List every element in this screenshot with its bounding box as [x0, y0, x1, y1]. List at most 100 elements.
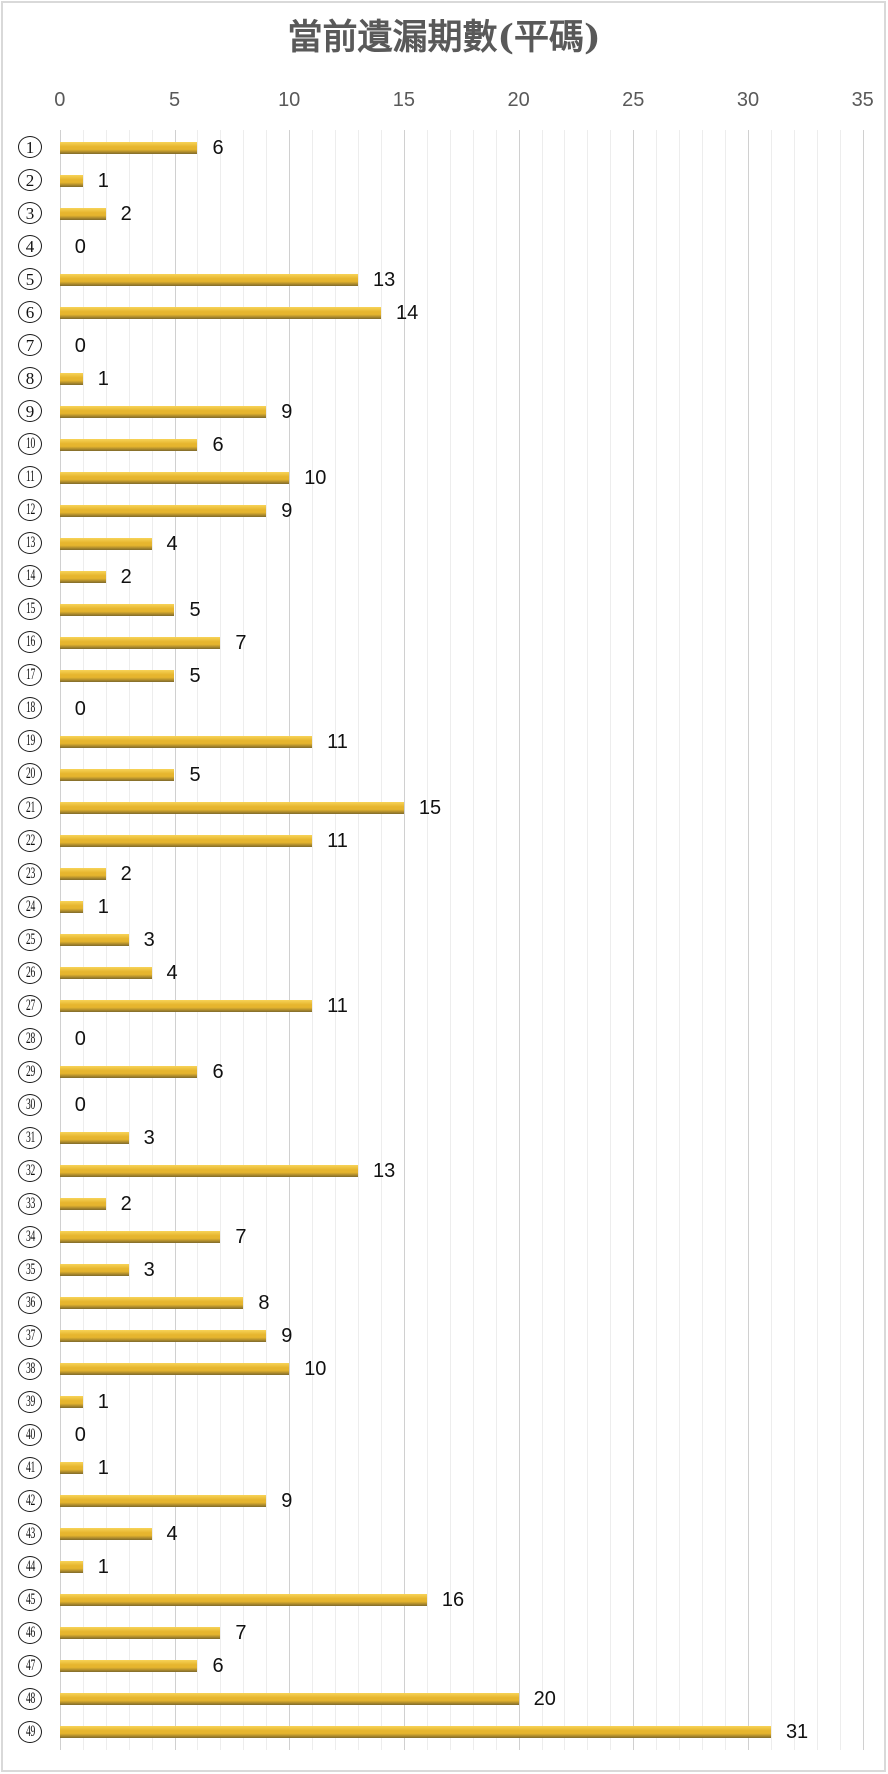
- value-label: 0: [74, 1094, 86, 1117]
- row-label-number: 30: [25, 1095, 35, 1113]
- bar: [59, 1198, 106, 1211]
- row-label-number: 13: [25, 534, 35, 552]
- row-label-number: 48: [25, 1689, 35, 1707]
- chart-row: 38 10: [0, 1353, 888, 1386]
- row-label-number: 34: [25, 1227, 35, 1245]
- gridline-minor: [771, 130, 772, 1750]
- value-label: 13: [373, 268, 396, 291]
- chart-row: 15 5: [0, 593, 888, 626]
- row-label-number: 35: [25, 1260, 35, 1278]
- row-label: 46: [18, 1621, 42, 1644]
- row-label: 4: [18, 235, 42, 258]
- value-label: 0: [74, 235, 86, 258]
- row-label-number: 15: [25, 600, 35, 618]
- chart-row: 36 8: [0, 1287, 888, 1320]
- value-label: 5: [189, 763, 201, 786]
- value-label: 10: [304, 466, 327, 489]
- gridline-minor: [312, 130, 313, 1750]
- value-label: 8: [258, 1292, 270, 1315]
- gridline-minor: [358, 130, 359, 1750]
- row-label-number: 23: [25, 864, 35, 882]
- chart-row: 23 2: [0, 858, 888, 891]
- gridline-minor: [656, 130, 657, 1750]
- row-label-number: 2: [25, 170, 35, 190]
- row-label: 39: [18, 1390, 42, 1413]
- row-label: 2: [18, 169, 42, 192]
- row-label: 36: [18, 1291, 42, 1314]
- chart-row: 28 0: [0, 1023, 888, 1056]
- bar: [59, 405, 267, 418]
- value-label: 20: [533, 1688, 556, 1711]
- gridline-major: [289, 130, 290, 1750]
- row-label: 17: [18, 664, 42, 687]
- chart-row: 45 16: [0, 1584, 888, 1617]
- chart-row: 11 10: [0, 461, 888, 494]
- value-label: 0: [74, 1424, 86, 1447]
- value-label: 3: [143, 1259, 155, 1282]
- row-label: 29: [18, 1060, 42, 1083]
- row-label: 13: [18, 532, 42, 555]
- value-label: 6: [212, 1061, 224, 1084]
- row-label-number: 10: [25, 435, 35, 453]
- chart-row: 49 31: [0, 1716, 888, 1749]
- bar: [59, 1660, 198, 1673]
- row-label: 44: [18, 1555, 42, 1578]
- chart-row: 40 0: [0, 1419, 888, 1452]
- row-label-number: 32: [25, 1161, 35, 1179]
- bar: [59, 306, 381, 319]
- row-label: 26: [18, 961, 42, 984]
- value-label: 14: [395, 301, 419, 324]
- row-label-number: 3: [25, 203, 35, 223]
- row-label-number: 26: [25, 963, 35, 981]
- row-label-number: 22: [25, 831, 35, 849]
- row-label: 49: [18, 1720, 42, 1743]
- row-label-number: 27: [25, 996, 35, 1014]
- gridline-major: [175, 130, 176, 1750]
- row-label: 43: [18, 1522, 42, 1545]
- chart-row: 37 9: [0, 1320, 888, 1353]
- row-label-number: 25: [25, 930, 35, 948]
- row-label-number: 20: [25, 765, 35, 783]
- bar: [59, 1330, 267, 1343]
- value-label: 6: [212, 136, 224, 159]
- value-label: 31: [785, 1721, 809, 1744]
- row-label-number: 9: [25, 401, 35, 421]
- chart-row: 24 1: [0, 891, 888, 924]
- row-label-number: 45: [25, 1590, 35, 1608]
- bar: [59, 273, 359, 286]
- row-label-number: 1: [25, 137, 35, 157]
- bar: [59, 1000, 313, 1013]
- value-label: 15: [418, 797, 442, 819]
- row-label-number: 42: [25, 1491, 35, 1509]
- gridline-minor: [610, 130, 611, 1750]
- row-label: 20: [18, 763, 42, 786]
- chart-row: 27 11: [0, 990, 888, 1023]
- chart-row: 14 2: [0, 560, 888, 593]
- bar: [59, 669, 175, 682]
- chart-row: 48 20: [0, 1683, 888, 1716]
- bar: [59, 1264, 129, 1277]
- gridline-minor: [817, 130, 818, 1750]
- row-label: 25: [18, 928, 42, 951]
- value-label: 11: [327, 730, 348, 753]
- value-label: 3: [143, 929, 155, 952]
- chart-row: 46 7: [0, 1617, 888, 1650]
- value-label: 2: [120, 863, 132, 886]
- row-label: 45: [18, 1588, 42, 1611]
- row-label-number: 47: [25, 1656, 35, 1674]
- row-label: 14: [18, 565, 42, 588]
- x-tick-label: 15: [392, 89, 416, 111]
- row-label: 30: [18, 1093, 42, 1116]
- row-label-number: 37: [25, 1326, 35, 1344]
- gridline-major: [633, 130, 634, 1750]
- row-label-number: 49: [25, 1722, 35, 1740]
- chart-row: 44 1: [0, 1551, 888, 1584]
- gridline-minor: [496, 130, 497, 1750]
- value-label: 2: [120, 1193, 132, 1216]
- gridline-minor: [381, 130, 382, 1750]
- bar: [59, 1165, 359, 1178]
